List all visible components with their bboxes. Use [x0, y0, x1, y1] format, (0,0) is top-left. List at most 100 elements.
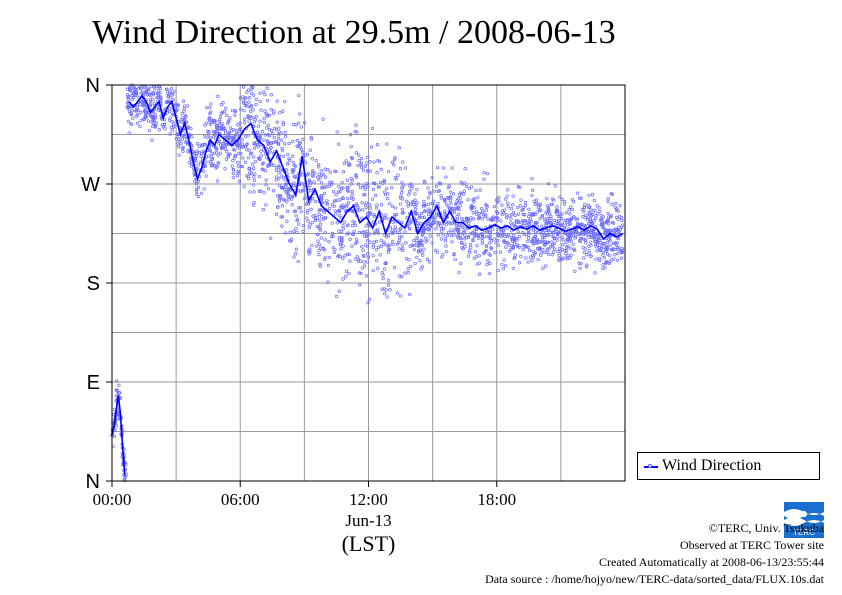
scatter-point	[459, 217, 464, 221]
scatter-point	[605, 219, 609, 223]
scatter-point	[235, 174, 240, 178]
scatter-point	[258, 119, 262, 123]
scatter-point	[608, 228, 612, 232]
scatter-point	[399, 220, 404, 225]
scatter-point	[138, 124, 142, 129]
scatter-point	[488, 230, 492, 235]
scatter-point	[375, 143, 380, 147]
scatter-point	[570, 216, 574, 221]
series-line	[111, 395, 126, 476]
scatter-point	[259, 149, 263, 153]
scatter-point	[375, 227, 380, 232]
scatter-point	[583, 231, 588, 235]
scatter-point	[379, 244, 384, 248]
scatter-point	[291, 160, 295, 165]
scatter-point	[315, 244, 319, 248]
scatter-point	[221, 101, 225, 105]
scatter-point	[477, 254, 481, 258]
scatter-point	[136, 108, 140, 113]
scatter-point	[236, 171, 240, 175]
scatter-point	[514, 218, 518, 223]
scatter-point	[166, 94, 171, 98]
scatter-point	[594, 214, 598, 218]
scatter-point	[486, 259, 490, 263]
scatter-point	[463, 181, 467, 185]
scatter-point	[149, 84, 153, 89]
scatter-point	[598, 248, 602, 252]
scatter-point	[440, 229, 444, 233]
scatter-point	[345, 188, 350, 193]
scatter-point	[216, 162, 220, 166]
scatter-point	[442, 197, 446, 202]
scatter-point	[436, 224, 440, 228]
scatter-point	[556, 214, 561, 219]
scatter-point	[286, 191, 290, 196]
scatter-point	[317, 242, 321, 247]
scatter-point	[546, 182, 551, 186]
scatter-point	[286, 162, 290, 166]
scatter-point	[577, 261, 581, 265]
scatter-point	[230, 108, 235, 113]
scatter-point	[309, 207, 313, 211]
scatter-point	[554, 210, 558, 214]
scatter-point	[569, 230, 573, 234]
scatter-point	[533, 234, 538, 238]
scatter-point	[219, 146, 224, 150]
scatter-point	[223, 167, 227, 171]
scatter-point	[218, 151, 223, 155]
scatter-point	[605, 240, 610, 245]
scatter-point	[499, 219, 503, 223]
scatter-point	[397, 146, 401, 150]
scatter-point	[343, 254, 347, 258]
scatter-point	[434, 184, 439, 189]
scatter-point	[345, 203, 349, 207]
scatter-point	[169, 87, 174, 91]
scatter-point	[233, 154, 237, 158]
scatter-point	[344, 159, 348, 163]
scatter-point	[448, 222, 452, 226]
x-date-label: Jun-13	[345, 511, 391, 530]
scatter-point	[399, 226, 403, 230]
scatter-point	[412, 247, 417, 252]
scatter-point	[285, 200, 289, 204]
scatter-point	[407, 193, 411, 197]
scatter-point	[597, 246, 602, 250]
scatter-point	[262, 116, 266, 121]
scatter-point	[511, 211, 516, 215]
scatter-point	[428, 234, 432, 238]
scatter-point	[362, 183, 366, 187]
scatter-point	[228, 126, 233, 130]
scatter-point	[422, 215, 427, 219]
scatter-point	[357, 230, 361, 235]
scatter-point	[175, 107, 179, 112]
scatter-point	[384, 213, 388, 217]
scatter-point	[215, 148, 219, 152]
scatter-point	[432, 220, 436, 225]
scatter-point	[208, 149, 213, 153]
scatter-point	[396, 173, 400, 177]
scatter-point	[556, 235, 560, 239]
scatter-point	[350, 224, 355, 228]
scatter-point	[568, 212, 572, 216]
scatter-point	[472, 256, 476, 261]
scatter-point	[182, 104, 187, 108]
scatter-point	[420, 228, 424, 233]
scatter-point	[190, 135, 194, 139]
scatter-point	[361, 248, 365, 252]
scatter-point	[187, 160, 192, 165]
scatter-point	[195, 142, 200, 146]
scatter-point	[601, 266, 605, 270]
scatter-point	[269, 107, 273, 112]
scatter-point	[168, 89, 172, 93]
scatter-point	[199, 191, 204, 195]
scatter-point	[128, 104, 132, 108]
scatter-point	[357, 159, 361, 163]
scatter-point	[515, 238, 519, 242]
scatter-point	[568, 256, 572, 260]
scatter-point	[152, 85, 156, 89]
scatter-point	[582, 209, 586, 214]
scatter-point	[417, 243, 421, 248]
scatter-point	[280, 215, 285, 219]
scatter-point	[386, 283, 391, 287]
scatter-point	[360, 216, 364, 220]
